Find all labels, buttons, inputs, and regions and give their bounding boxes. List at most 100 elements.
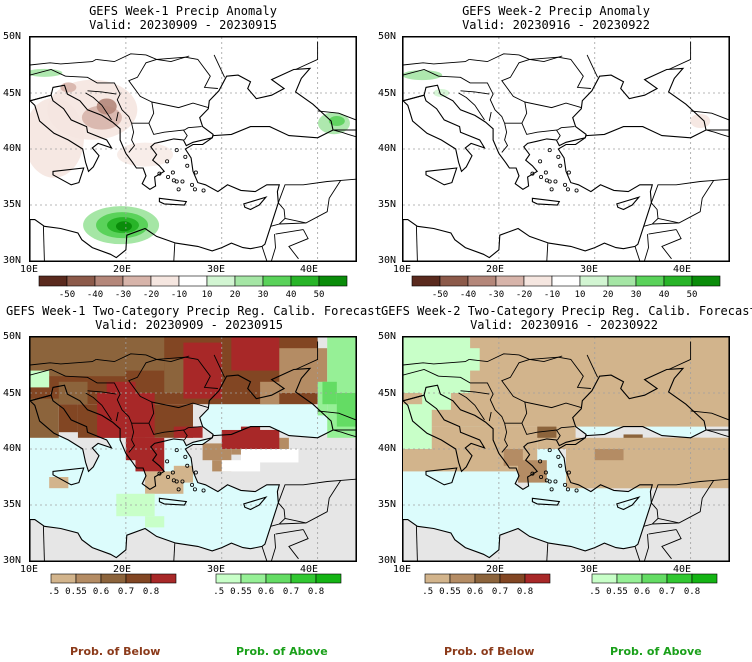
island bbox=[176, 487, 181, 492]
colorbar-swatch bbox=[524, 573, 551, 584]
border-line bbox=[317, 410, 356, 421]
colorbar-svg: -50 -40 -30 -20 -10 10 20 30 40 50 bbox=[38, 275, 348, 300]
border-line bbox=[403, 69, 439, 77]
island bbox=[544, 178, 549, 183]
cyprus-coast bbox=[616, 496, 641, 511]
colorbar-label: 30 bbox=[258, 290, 269, 300]
border-line bbox=[279, 480, 342, 525]
border-line bbox=[288, 229, 309, 260]
colorbar-svg: 0.5 0.55 0.6 0.7 0.8 bbox=[43, 573, 177, 597]
colorbar-swatch bbox=[178, 275, 208, 287]
lon-tick: 20E bbox=[486, 564, 505, 575]
colorbar-label: 0.5 bbox=[50, 587, 59, 597]
border-line bbox=[131, 422, 202, 435]
colorbar-swatch bbox=[290, 573, 317, 584]
island bbox=[171, 178, 176, 183]
island bbox=[544, 478, 549, 483]
border-line bbox=[705, 429, 729, 438]
border-line bbox=[42, 226, 45, 261]
border-line bbox=[270, 534, 276, 561]
below-prob-cell bbox=[594, 449, 624, 461]
crete-coast bbox=[531, 197, 561, 206]
border-line bbox=[668, 341, 692, 370]
above-prob-cell bbox=[450, 348, 480, 371]
border-line bbox=[661, 529, 682, 560]
colorbar-label: -10 bbox=[544, 290, 560, 300]
border-line bbox=[643, 234, 649, 261]
colorbar-swatch bbox=[551, 275, 581, 287]
colorbar-swatch bbox=[641, 573, 668, 584]
island bbox=[543, 170, 548, 175]
colorbar-label: 0.5 bbox=[424, 587, 433, 597]
below-prob-cell bbox=[260, 381, 280, 405]
above-prob-cell bbox=[403, 404, 432, 449]
border-line bbox=[546, 543, 549, 561]
colorbar-label: 30 bbox=[631, 290, 642, 300]
colorbar-swatch bbox=[265, 573, 292, 584]
lon-tick: 10E bbox=[20, 264, 39, 275]
colorbar-swatch bbox=[467, 275, 497, 287]
island bbox=[566, 470, 571, 475]
border-line bbox=[65, 75, 136, 153]
border-line bbox=[30, 59, 97, 66]
border-line bbox=[652, 180, 715, 225]
lat-tick: 30N bbox=[378, 255, 397, 266]
below-prob-cell bbox=[503, 449, 523, 466]
colorbar-label: 0.6 bbox=[467, 587, 483, 597]
dry-anomaly-area bbox=[690, 114, 711, 128]
border-line bbox=[85, 92, 112, 121]
border-line bbox=[648, 529, 677, 535]
island bbox=[547, 148, 552, 153]
colorbar-swatch bbox=[315, 573, 342, 584]
map-svg bbox=[403, 337, 729, 561]
anomaly-map bbox=[402, 36, 730, 262]
border-line bbox=[634, 246, 641, 261]
border-line bbox=[643, 534, 649, 561]
border-line bbox=[295, 341, 319, 370]
border-line bbox=[556, 429, 561, 441]
lat-tick: 40N bbox=[3, 443, 22, 454]
above-prob-cell bbox=[322, 381, 337, 405]
border-line bbox=[652, 480, 715, 525]
border-line bbox=[488, 411, 492, 422]
colorbar-label: 0.5 bbox=[591, 587, 600, 597]
border-line bbox=[145, 54, 190, 63]
below-prob-cell bbox=[221, 429, 280, 449]
below-prob-cell bbox=[566, 437, 729, 449]
island bbox=[549, 487, 554, 492]
colorbar-swatch bbox=[75, 573, 102, 584]
border-line bbox=[30, 359, 97, 366]
island bbox=[565, 187, 570, 192]
above-prob-cell bbox=[422, 381, 451, 410]
border-line bbox=[332, 429, 356, 438]
lat-tick: 45N bbox=[3, 388, 22, 399]
italy-coast bbox=[30, 394, 113, 473]
colorbar-swatch bbox=[449, 573, 476, 584]
island bbox=[166, 474, 171, 479]
panel-valid: Valid: 20230909 - 20230915 bbox=[95, 318, 283, 332]
colorbar-swatch bbox=[691, 573, 718, 584]
island bbox=[157, 471, 162, 476]
border-line bbox=[705, 129, 729, 138]
border-line bbox=[488, 111, 492, 122]
island bbox=[547, 448, 552, 453]
island bbox=[193, 170, 198, 175]
lat-tick: 40N bbox=[378, 443, 397, 454]
prob-above-colorbar: 0.5 0.55 0.6 0.7 0.8 bbox=[208, 573, 354, 602]
colorbar-swatch bbox=[66, 275, 96, 287]
colorbar-svg: 0.5 0.55 0.6 0.7 0.8 bbox=[208, 573, 342, 597]
panel-valid: Valid: 20230916 - 20230922 bbox=[470, 318, 658, 332]
lon-tick: 20E bbox=[113, 564, 132, 575]
colorbar-label: 0.8 bbox=[517, 587, 533, 597]
wet-anomaly-area bbox=[115, 221, 132, 232]
island bbox=[539, 474, 544, 479]
balkans-coast bbox=[30, 37, 356, 190]
island bbox=[201, 488, 206, 493]
border-line bbox=[661, 229, 682, 260]
colorbar-label: 0.55 bbox=[230, 587, 252, 597]
below-prob-cell bbox=[49, 477, 69, 489]
border-line bbox=[403, 359, 470, 366]
island bbox=[538, 159, 543, 164]
island bbox=[563, 182, 568, 187]
lat-tick: 45N bbox=[378, 88, 397, 99]
